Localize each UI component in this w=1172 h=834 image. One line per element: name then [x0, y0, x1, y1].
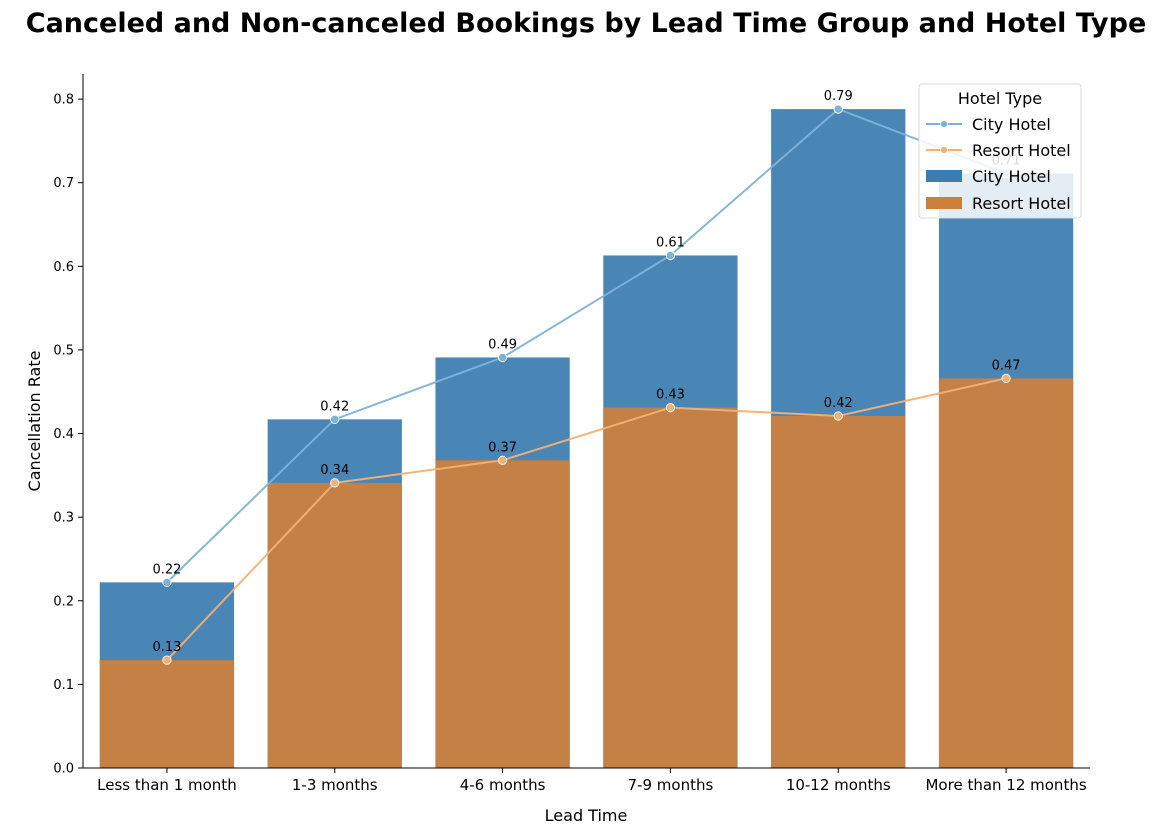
legend-resort-marker-icon [940, 146, 948, 154]
y-tick-label: 0.8 [53, 93, 74, 108]
point-resort-1 [330, 478, 340, 488]
data-label-resort-3: 0.43 [656, 388, 685, 403]
y-tick-label: 0.1 [53, 678, 74, 693]
x-ticks: Less than 1 month 1-3 months 4-6 months 7-9… [97, 768, 1087, 794]
legend-city-marker-icon [940, 120, 948, 128]
data-label-resort-4: 0.42 [824, 396, 853, 411]
legend-title: Hotel Type [958, 89, 1042, 108]
x-tick-label: 7-9 months [628, 776, 714, 794]
y-tick-label: 0.3 [53, 511, 74, 526]
lines-layer [162, 104, 1011, 665]
point-resort-0 [162, 655, 172, 665]
y-tick-label: 0.2 [53, 594, 74, 609]
legend-item-resort-line: Resort Hotel [926, 141, 1071, 160]
data-label-city-0: 0.22 [152, 562, 181, 577]
point-resort-2 [497, 455, 508, 465]
y-ticks: 0.0 0.1 0.2 0.3 0.4 0.5 0.6 0.7 0.8 [53, 93, 83, 777]
data-label-resort-0: 0.13 [152, 640, 181, 655]
x-axis-label: Lead Time [545, 806, 628, 825]
y-tick-label: 0.0 [53, 762, 74, 777]
point-city-3 [665, 250, 676, 261]
y-tick-label: 0.6 [53, 260, 74, 275]
x-tick-label: 1-3 months [292, 776, 378, 794]
legend-city-bar-swatch-icon [926, 170, 962, 182]
point-resort-4 [833, 411, 843, 421]
legend-resort-bar-swatch-icon [926, 197, 962, 209]
data-label-resort-1: 0.34 [320, 463, 349, 478]
legend-label: Resort Hotel [972, 194, 1071, 213]
bar-resort-3 [603, 407, 738, 768]
legend-item-city-bar: City Hotel [926, 167, 1051, 186]
bar-resort-4 [771, 415, 906, 768]
legend-item-city-line: City Hotel [926, 115, 1051, 134]
y-tick-label: 0.7 [53, 176, 74, 191]
legend-label: Resort Hotel [972, 141, 1071, 160]
point-resort-3 [665, 402, 676, 413]
bar-resort-0 [99, 660, 235, 768]
y-axis-label: Cancellation Rate [25, 351, 44, 492]
legend-label: City Hotel [972, 115, 1051, 134]
line-resort [166, 377, 1007, 661]
data-label-city-1: 0.42 [320, 399, 349, 414]
bar-resort-5 [938, 378, 1074, 768]
data-label-city-3: 0.61 [656, 235, 685, 250]
point-resort-5 [1001, 373, 1011, 384]
x-tick-label: More than 12 months [925, 776, 1086, 794]
bar-resort-1 [267, 482, 402, 768]
chart-title: Canceled and Non-canceled Bookings by Le… [26, 8, 1147, 39]
data-label-city-2: 0.49 [488, 337, 517, 352]
data-label-resort-2: 0.37 [488, 440, 517, 455]
legend-label: City Hotel [972, 167, 1051, 186]
y-tick-label: 0.4 [53, 427, 74, 442]
legend-item-resort-bar: Resort Hotel [926, 194, 1071, 213]
data-label-city-4: 0.79 [824, 89, 853, 104]
x-tick-label: 4-6 months [460, 776, 546, 794]
legend: Hotel Type City Hotel Resort Hotel City … [918, 83, 1082, 219]
x-tick-label: 10-12 months [786, 776, 891, 794]
line-city [166, 107, 1007, 584]
x-tick-label: Less than 1 month [97, 776, 237, 794]
data-label-resort-5: 0.47 [992, 358, 1021, 373]
bar-resort-2 [435, 460, 570, 768]
point-city-4 [833, 104, 843, 114]
point-city-0 [162, 577, 172, 588]
y-tick-label: 0.5 [53, 343, 74, 358]
legend-frame [918, 83, 1082, 219]
point-city-1 [330, 414, 340, 424]
point-city-2 [497, 352, 508, 363]
axes-layer [82, 74, 1090, 769]
